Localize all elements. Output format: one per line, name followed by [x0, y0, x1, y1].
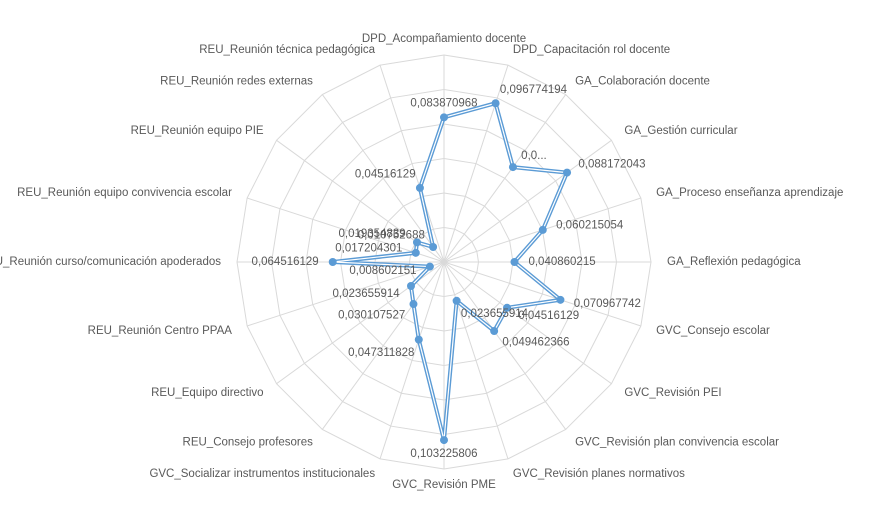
marker — [440, 436, 448, 445]
category-label: GVC_Revisión PEI — [624, 387, 721, 399]
spoke — [443, 64, 509, 263]
value-label: 0,096774194 — [500, 84, 568, 96]
spoke — [379, 64, 445, 263]
marker — [538, 225, 547, 234]
category-label: REU_Reunión Centro PPAA — [88, 325, 233, 337]
category-label: GVC_Consejo escolar — [656, 325, 770, 337]
category-label: REU_Equipo directivo — [151, 387, 264, 399]
value-label: 0,047311828 — [348, 347, 414, 359]
marker — [425, 262, 434, 271]
marker — [429, 242, 438, 251]
value-label: 0,04516129 — [355, 169, 416, 181]
value-label: 0,030107527 — [338, 309, 405, 321]
value-label: 0,040860215 — [528, 256, 595, 268]
marker — [490, 327, 499, 336]
value-label: 0,088172043 — [578, 158, 645, 170]
spoke — [443, 261, 509, 460]
marker — [491, 99, 500, 108]
marker — [406, 281, 415, 290]
category-label: GA_Proceso enseñanza aprendizaje — [656, 187, 843, 199]
value-label: 0,103225806 — [410, 448, 477, 460]
value-label: 0,049462366 — [502, 336, 569, 348]
value-label: 0,064516129 — [252, 256, 319, 268]
category-label: REU_Consejo profesores — [183, 436, 314, 448]
spoke — [443, 261, 567, 430]
value-label: 0,023655914 — [461, 308, 529, 320]
category-label: REU_Reunión redes externas — [160, 76, 313, 88]
category-label: GVC_Socializar instrumentos instituciona… — [149, 468, 375, 480]
category-label: REU_Reunión curso/comunicación apoderado… — [0, 256, 221, 268]
spoke — [246, 261, 445, 327]
marker — [414, 335, 423, 344]
marker — [415, 183, 424, 192]
value-label: 0,023655914 — [333, 288, 401, 300]
spoke — [443, 261, 612, 385]
marker — [412, 238, 421, 247]
category-label: GVC_Revisión planes normativos — [513, 468, 685, 480]
category-label: REU_Reunión técnica pedagógica — [199, 44, 375, 56]
value-label: 0,060215054 — [556, 220, 624, 232]
value-label: 0,083870968 — [410, 97, 477, 109]
spoke — [443, 94, 567, 263]
category-label: GVC_Revisión plan convivencia escolar — [575, 436, 779, 448]
marker — [510, 258, 519, 266]
spoke — [379, 261, 445, 460]
marker — [409, 300, 418, 309]
marker — [556, 295, 565, 304]
value-label: 0,04516129 — [518, 310, 579, 322]
category-label: DPD_Acompañamiento docente — [362, 33, 526, 45]
spoke — [443, 139, 612, 263]
value-label: 0,008602151 — [349, 265, 416, 277]
spoke — [321, 261, 445, 430]
marker — [563, 168, 572, 177]
category-label: GA_Gestión curricular — [624, 125, 737, 137]
marker — [508, 163, 517, 172]
category-label: REU_Reunión equipo PIE — [131, 125, 264, 137]
category-label: REU_Reunión equipo convivencia escolar — [17, 187, 232, 199]
value-label: 0,017204301 — [335, 243, 402, 255]
marker — [440, 113, 448, 122]
marker — [411, 248, 420, 257]
category-label: GA_Reflexión pedagógica — [667, 256, 801, 268]
category-label: GVC_Revisión PME — [392, 479, 496, 491]
marker — [452, 296, 461, 305]
value-label: 0,0... — [521, 150, 547, 162]
value-label: 0,070967742 — [574, 298, 641, 310]
value-label: 0,010752688 — [358, 230, 425, 242]
marker — [328, 258, 337, 266]
value-label: 0,019354839 — [339, 228, 406, 240]
marker — [503, 303, 512, 312]
spoke — [321, 94, 445, 263]
category-label: GA_Colaboración docente — [575, 76, 710, 88]
category-label: DPD_Capacitación rol docente — [513, 44, 670, 56]
spoke — [443, 261, 642, 327]
